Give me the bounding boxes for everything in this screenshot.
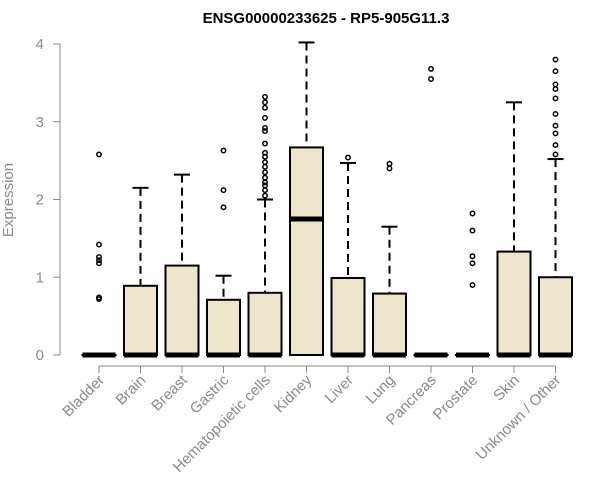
box-body [164,264,200,356]
outlier-point [552,86,559,93]
y-tick-label: 2 [36,192,44,209]
outlier-point [552,68,559,75]
box-body [496,250,532,356]
outlier-point [262,182,268,189]
box-3 [206,147,241,358]
outlier-point [262,140,268,147]
outlier-point [428,76,434,82]
outlier-point [262,163,268,170]
y-tick-label: 3 [36,114,44,131]
outlier-point [262,114,268,121]
outlier-point [262,179,268,186]
x-tick-label: Lung [363,372,399,408]
box-6 [330,154,366,358]
box-body [206,298,241,356]
outlier-point [262,104,268,111]
x-tick-label: Breast [148,371,191,414]
outlier-point [552,142,559,149]
box-body [330,277,366,356]
outlier-point [428,65,434,72]
outlier-point [262,125,268,131]
outlier-point [552,95,559,102]
x-tick-label: Kidney [271,371,316,416]
box-body [289,146,324,356]
box-0 [81,151,117,358]
outlier-point [262,159,268,166]
box-8 [413,65,449,358]
outlier-point [262,192,268,199]
box-10 [496,101,532,358]
outlier-point [262,99,268,106]
outlier-point [96,294,102,301]
x-tick-label: Bladder [59,372,108,421]
outlier-point [220,147,227,154]
x-tick-label: Prostate [430,372,482,424]
outlier-point [345,154,351,161]
outlier-point [262,169,268,176]
outlier-point [220,187,227,194]
y-tick-label: 0 [36,347,44,364]
outlier-point [469,260,476,267]
box-body [123,284,158,356]
box-11 [538,56,573,358]
outlier-point [220,204,227,211]
box-7 [372,160,407,358]
outlier-point [262,128,268,135]
outlier-point [96,241,102,248]
outlier-point [262,149,268,156]
outlier-point [469,210,476,217]
y-axis: 0 1 2 3 4 [36,36,61,364]
y-tick-label: 1 [36,269,44,286]
box-body [372,292,407,357]
outlier-point [262,93,268,100]
outlier-point [96,260,102,267]
outlier-point [469,253,476,260]
outlier-point [552,111,559,117]
y-axis-label: Expression [0,163,17,237]
x-tick-label: Liver [322,372,357,407]
outlier-point [262,187,268,194]
boxes [81,41,573,358]
box-2 [164,173,200,358]
outlier-point [552,56,559,63]
outlier-point [552,122,559,129]
outlier-point [386,160,393,167]
outlier-point [262,174,268,181]
outlier-point [552,151,559,158]
chart-title: ENSG00000233625 - RP5-905G11.3 [203,10,450,27]
outlier-point [552,81,559,88]
x-tick-label: Skin [490,372,523,405]
outlier-point [552,130,559,137]
outlier-point [96,254,102,260]
outlier-point [469,227,476,234]
box-body [538,276,573,356]
box-5 [289,41,324,356]
box-4 [247,93,283,358]
y-tick-label: 4 [36,36,44,53]
outlier-point [386,165,393,172]
outlier-point [469,282,476,288]
box-1 [123,186,158,358]
outlier-point [96,257,102,264]
x-tick-label: Brain [113,372,150,409]
box-9 [455,210,490,358]
outlier-point [96,151,102,158]
box-body [247,291,283,356]
